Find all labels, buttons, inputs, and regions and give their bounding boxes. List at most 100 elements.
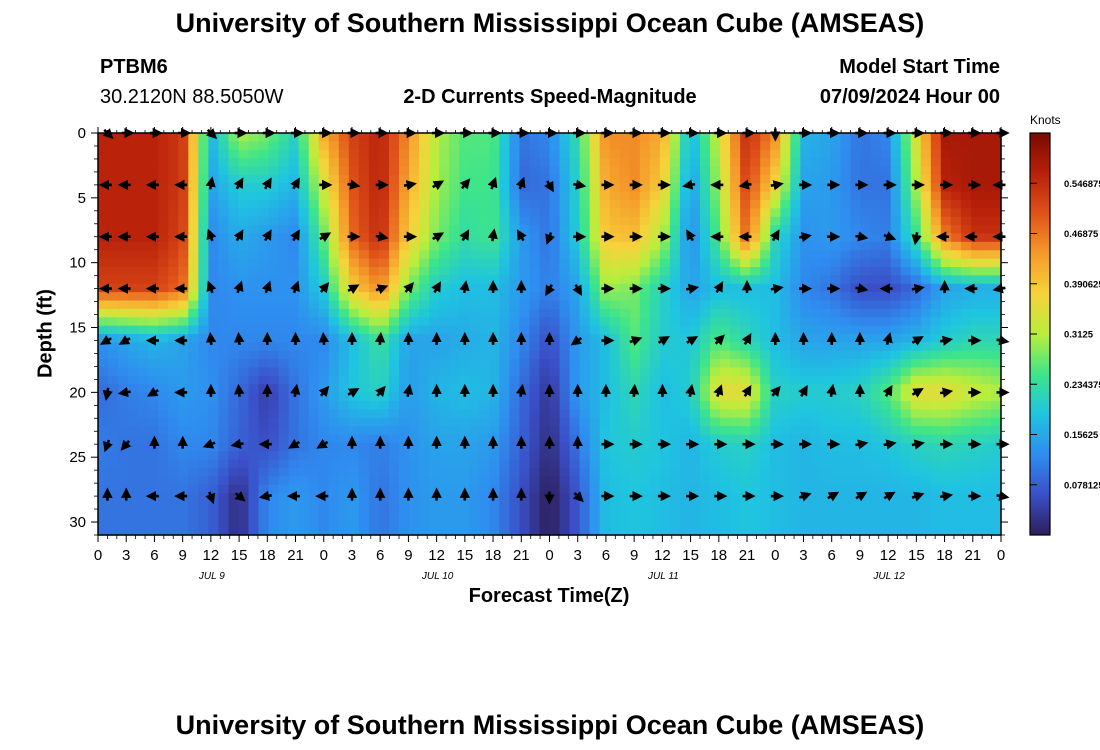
heatmap-cell [790, 250, 801, 260]
heatmap-cell [198, 342, 209, 352]
heatmap-cell [258, 459, 270, 469]
heatmap-cell [850, 275, 862, 285]
heatmap-cell [539, 292, 551, 302]
heatmap-cell [409, 258, 420, 268]
heatmap-cell [900, 509, 912, 519]
heatmap-cell [208, 526, 219, 536]
heatmap-cell [258, 308, 270, 318]
heatmap-cell [258, 484, 270, 494]
heatmap-cell [679, 359, 691, 369]
heatmap-cell [780, 484, 791, 494]
heatmap-cell [489, 392, 500, 402]
current-arrow [855, 491, 868, 502]
heatmap-cell [479, 233, 490, 243]
heatmap-cell [238, 149, 250, 159]
heatmap-cell [880, 367, 892, 377]
heatmap-cell [679, 468, 691, 477]
heatmap-cell [589, 367, 601, 377]
heatmap-cell [780, 401, 791, 410]
heatmap-cell [338, 476, 350, 486]
heatmap-cell [569, 401, 581, 410]
heatmap-cell [980, 434, 992, 444]
heatmap-cell [459, 342, 470, 352]
heatmap-cell [429, 384, 440, 394]
heatmap-cell [840, 300, 852, 310]
heatmap-cell [659, 191, 671, 201]
heatmap-cell [820, 468, 832, 477]
heatmap-cell [338, 493, 350, 503]
heatmap-cell [178, 275, 189, 285]
heatmap-cell [950, 518, 962, 528]
heatmap-cell [659, 518, 671, 528]
heatmap-cell [308, 367, 320, 377]
heatmap-cell [188, 208, 199, 218]
heatmap-cell [358, 275, 370, 285]
heatmap-cell [900, 174, 912, 184]
heatmap-cell [158, 350, 169, 360]
heatmap-cell [429, 250, 440, 260]
heatmap-cell [108, 476, 119, 486]
heatmap-cell [750, 208, 761, 218]
heatmap-cell [459, 225, 470, 235]
heatmap-cell [358, 518, 370, 528]
heatmap-cell [669, 476, 681, 486]
heatmap-cell [328, 350, 340, 360]
heatmap-cell [168, 241, 179, 251]
heatmap-cell [810, 216, 821, 226]
heatmap-cell [469, 518, 480, 528]
heatmap-cell [609, 451, 621, 461]
heatmap-cell [710, 241, 721, 251]
heatmap-cell [780, 233, 791, 243]
heatmap-cell [118, 451, 129, 461]
heatmap-cell [308, 141, 320, 151]
x-tick-label: 0 [997, 547, 1005, 564]
heatmap-cell [950, 191, 962, 201]
heatmap-cell [248, 241, 260, 251]
heatmap-cell [388, 233, 400, 243]
heatmap-cell [218, 442, 230, 452]
heatmap-cell [549, 459, 561, 469]
heatmap-cell [108, 208, 119, 218]
heatmap-cell [800, 342, 811, 352]
heatmap-cell [388, 225, 400, 235]
x-tick-label: 3 [799, 547, 807, 564]
heatmap-cell [268, 325, 280, 335]
heatmap-cell [529, 526, 541, 536]
heatmap-cell [760, 518, 771, 528]
heatmap-cell [388, 308, 400, 318]
heatmap-cell [689, 158, 701, 168]
heatmap-cell [108, 233, 119, 243]
heatmap-cell [308, 459, 320, 469]
heatmap-cell [499, 442, 510, 452]
heatmap-cell [128, 493, 139, 503]
heatmap-cell [198, 367, 209, 377]
heatmap-cell [890, 476, 902, 486]
heatmap-cell [148, 459, 159, 469]
heatmap-cell [368, 292, 380, 302]
heatmap-cell [358, 426, 370, 436]
heatmap-cell [900, 216, 912, 226]
heatmap-cell [830, 484, 842, 494]
heatmap-cell [278, 216, 290, 226]
heatmap-cell [549, 141, 561, 151]
heatmap-cell [519, 375, 531, 385]
heatmap-cell [519, 149, 531, 159]
heatmap-cell [629, 484, 641, 494]
heatmap-cell [378, 300, 390, 310]
heatmap-cell [850, 158, 862, 168]
heatmap-cell [479, 484, 490, 494]
heatmap-cell [348, 426, 360, 436]
heatmap-cell [338, 359, 350, 369]
heatmap-cell [188, 166, 199, 176]
heatmap-cell [669, 442, 681, 452]
heatmap-cell [910, 325, 922, 335]
heatmap-cell [700, 442, 711, 452]
heatmap-cell [178, 258, 189, 268]
heatmap-cell [639, 401, 651, 410]
heatmap-cell [228, 409, 240, 419]
heatmap-cell [348, 133, 360, 142]
heatmap-cell [659, 200, 671, 209]
heatmap-cell [549, 468, 561, 477]
heatmap-cell [148, 367, 159, 377]
heatmap-cell [930, 409, 942, 419]
